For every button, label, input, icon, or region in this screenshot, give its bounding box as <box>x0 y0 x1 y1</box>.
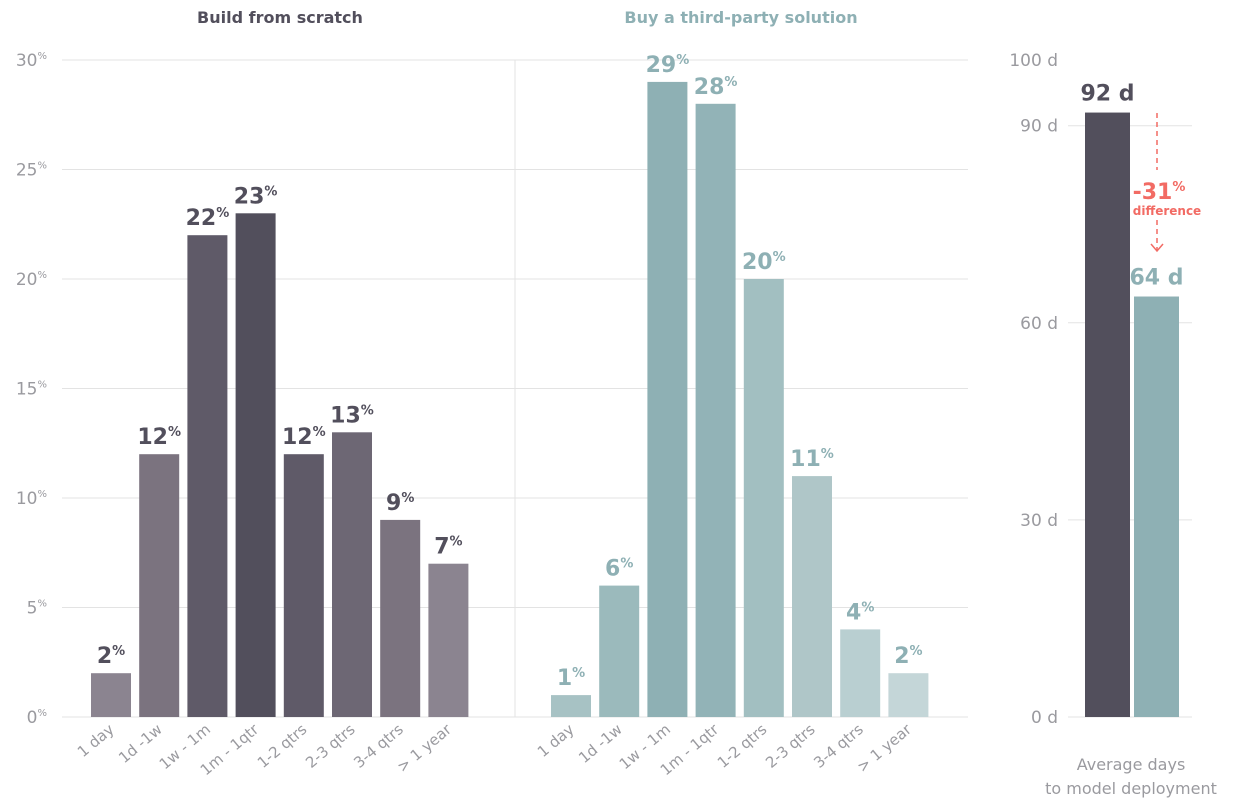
bar-value-label: 28% <box>694 75 738 100</box>
caption-line: Average days <box>1077 755 1186 774</box>
y-tick-label: 25% <box>16 161 47 181</box>
bars <box>91 81 1179 718</box>
x-tick-label: 1-2 qtrs <box>714 720 771 772</box>
y-tick-label-days: 90 d <box>1020 117 1058 137</box>
difference-value: -31% <box>1133 180 1186 205</box>
y-tick-label: 30% <box>16 51 47 71</box>
bar <box>599 585 640 717</box>
bar-value-label: 29% <box>646 53 690 78</box>
bar-value-label: 12% <box>282 425 326 450</box>
bar <box>139 454 180 717</box>
y-tick-label-days: 100 d <box>1009 51 1058 71</box>
x-tick-label: 2-3 qtrs <box>302 720 359 772</box>
bar <box>695 103 736 718</box>
bar <box>91 673 131 717</box>
panel-title-build: Build from scratch <box>197 8 363 27</box>
difference-text: difference <box>1133 204 1201 218</box>
bar <box>332 432 372 717</box>
y-tick-label-days: 0 d <box>1031 708 1058 728</box>
bar-value-label: 9% <box>386 491 414 516</box>
bar-value-label: 6% <box>605 557 633 582</box>
bar <box>743 279 784 717</box>
x-tick-label: 1-2 qtrs <box>254 720 311 772</box>
caption-line: to model deployment <box>1045 779 1217 798</box>
bar-avg-days <box>1134 296 1179 717</box>
bar-avg-days <box>1085 112 1130 717</box>
y-tick-label: 20% <box>16 270 47 290</box>
bar-value-label-days: 92 d <box>1080 82 1134 107</box>
bar-value-label: 13% <box>330 403 374 428</box>
difference-annotation: -31%difference <box>1133 113 1201 253</box>
bar-value-label: 2% <box>97 644 125 669</box>
bar-value-label: 7% <box>434 535 462 560</box>
bar <box>235 213 276 718</box>
bar <box>840 629 881 717</box>
bar-value-label: 11% <box>790 447 834 472</box>
bar-value-label-days: 64 d <box>1129 266 1183 291</box>
bar-value-label: 4% <box>846 600 874 625</box>
panel-titles: Build from scratch Buy a third-party sol… <box>197 8 858 27</box>
bar-value-label: 23% <box>234 184 278 209</box>
average-days-caption: Average days to model deployment <box>1045 755 1217 798</box>
bar <box>428 563 469 717</box>
x-tick-label: 1 day <box>534 720 578 761</box>
bar-value-label: 1% <box>557 666 585 691</box>
bar <box>551 695 591 717</box>
bar-value-label: 20% <box>742 250 786 275</box>
bar <box>380 519 421 717</box>
arrow-head <box>1150 243 1164 253</box>
bar <box>792 476 832 717</box>
y-tick-label: 15% <box>16 380 47 400</box>
x-tick-label: > 1 year <box>394 720 456 776</box>
x-tick-label: 1 day <box>74 720 118 761</box>
bar-value-label: 12% <box>137 425 181 450</box>
bar <box>888 673 929 717</box>
bar <box>283 454 324 717</box>
y-tick-label-days: 30 d <box>1020 511 1058 531</box>
panel-title-buy: Buy a third-party solution <box>624 8 857 27</box>
x-tick-label: > 1 year <box>854 720 916 776</box>
bar-value-label: 2% <box>894 644 922 669</box>
bar <box>187 235 228 717</box>
bar-value-label: 22% <box>186 206 230 231</box>
y-tick-label: 10% <box>16 489 47 509</box>
y-tick-label: 5% <box>27 599 47 619</box>
x-tick-label: 2-3 qtrs <box>762 720 819 772</box>
bar <box>647 81 688 717</box>
y-tick-label: 0% <box>27 708 47 728</box>
y-tick-label-days: 60 d <box>1020 314 1058 334</box>
